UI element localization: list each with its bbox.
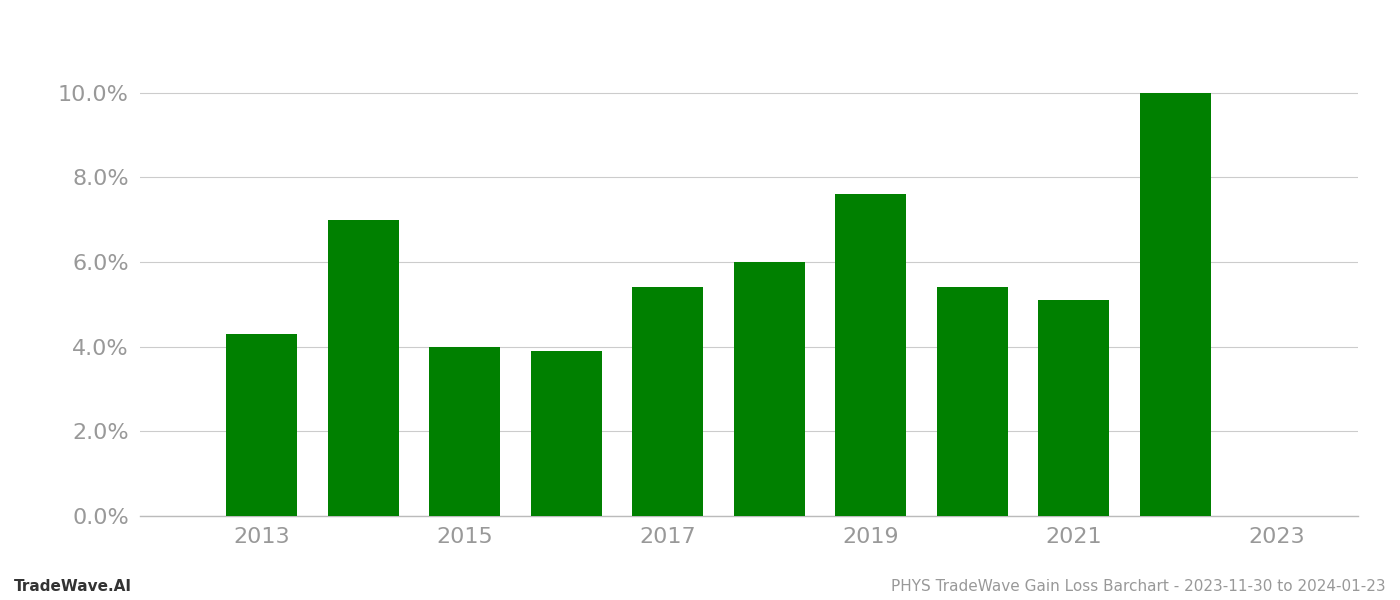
Bar [734, 262, 805, 516]
Text: PHYS TradeWave Gain Loss Barchart - 2023-11-30 to 2024-01-23: PHYS TradeWave Gain Loss Barchart - 2023… [892, 579, 1386, 594]
Bar [328, 220, 399, 516]
Bar [227, 334, 297, 516]
Bar [836, 194, 906, 516]
Bar [937, 287, 1008, 516]
Text: TradeWave.AI: TradeWave.AI [14, 579, 132, 594]
Bar [531, 351, 602, 516]
Bar [1039, 300, 1109, 516]
Bar [633, 287, 703, 516]
Bar [430, 347, 500, 516]
Bar [1140, 93, 1211, 516]
